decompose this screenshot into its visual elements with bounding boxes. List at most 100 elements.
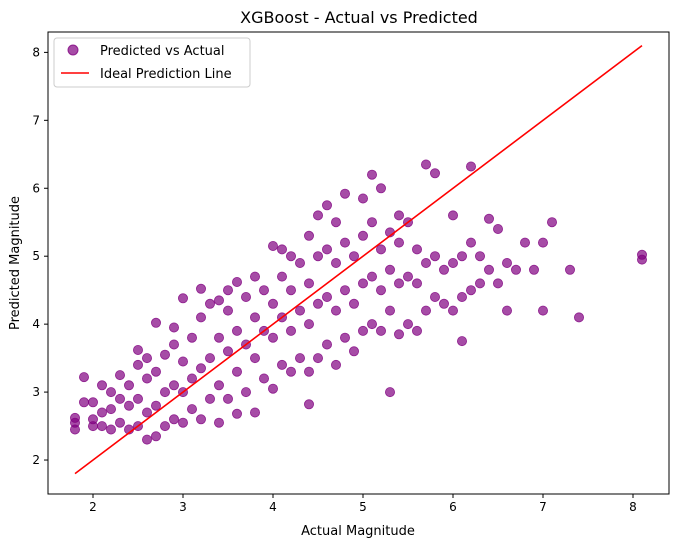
scatter-point-37 (168, 339, 179, 350)
legend-box (53, 37, 251, 88)
scatter-point-74 (258, 285, 269, 296)
scatter-point-135 (402, 271, 413, 282)
scatter-point-149 (447, 257, 458, 268)
scatter-point-55 (213, 332, 224, 343)
scatter-point-29 (150, 400, 161, 411)
scatter-point-42 (177, 293, 188, 304)
scatter-point-16 (115, 370, 126, 381)
x-tick-label-4: 6 (449, 500, 457, 514)
scatter-point-131 (393, 278, 404, 289)
scatter-point-128 (384, 264, 395, 275)
scatter-point-21 (132, 393, 143, 404)
scatter-point-121 (366, 169, 377, 180)
scatter-point-48 (195, 312, 206, 323)
scatter-point-57 (222, 393, 233, 404)
scatter-point-78 (267, 240, 278, 251)
x-tick-label-6: 8 (629, 500, 637, 514)
y-tick-label-6: 8 (32, 45, 40, 59)
scatter-point-97 (312, 251, 323, 262)
scatter-point-23 (132, 344, 143, 355)
scatter-point-165 (510, 264, 521, 275)
y-tick-label-3: 5 (32, 249, 40, 263)
scatter-point-6 (88, 414, 99, 425)
scatter-point-105 (330, 257, 341, 268)
scatter-point-11 (106, 424, 117, 435)
scatter-point-63 (231, 325, 242, 336)
ideal-prediction-line (74, 44, 643, 475)
scatter-point-12 (106, 404, 117, 415)
scatter-point-155 (465, 237, 476, 248)
x-tick-label-2: 4 (269, 500, 277, 514)
scatter-point-124 (375, 244, 386, 255)
scatter-point-152 (456, 291, 467, 302)
scatter-point-10 (97, 380, 108, 391)
scatter-point-166 (520, 237, 531, 248)
scatter-point-34 (159, 349, 170, 360)
scatter-point-96 (312, 298, 323, 309)
scatter-point-140 (420, 305, 431, 316)
scatter-point-67 (240, 291, 251, 302)
scatter-point-43 (186, 404, 197, 415)
scatter-point-116 (357, 230, 368, 241)
scatter-point-164 (501, 257, 512, 268)
scatter-point-81 (276, 271, 287, 282)
legend-label-line: Ideal Prediction Line (100, 67, 232, 82)
scatter-point-127 (384, 305, 395, 316)
y-tick-label-1: 3 (32, 385, 40, 399)
scatter-point-14 (115, 417, 126, 428)
scatter-point-153 (456, 251, 467, 262)
scatter-point-144 (429, 251, 440, 262)
scatter-point-134 (402, 319, 413, 330)
scatter-point-157 (474, 278, 485, 289)
scatter-point-141 (420, 257, 431, 268)
y-axis-ticks: 2 3 4 5 6 7 8 (32, 45, 48, 467)
scatter-point-106 (330, 217, 341, 228)
scatter-point-79 (276, 359, 287, 370)
scatter-point-28 (150, 431, 161, 442)
scatter-point-38 (168, 322, 179, 333)
scatter-point-2 (70, 412, 81, 423)
scatter-point-90 (303, 399, 314, 410)
y-axis-label: Predicted Magnitude (8, 196, 23, 330)
scatter-point-32 (159, 421, 170, 432)
scatter-point-13 (106, 387, 117, 398)
scatter-point-101 (321, 244, 332, 255)
scatter-point-19 (124, 380, 135, 391)
y-tick-label-0: 2 (32, 453, 40, 467)
scatter-point-158 (474, 251, 485, 262)
scatter-point-22 (132, 359, 143, 370)
scatter-point-147 (438, 264, 449, 275)
scatter-point-35 (168, 414, 179, 425)
scatter-point-64 (231, 276, 242, 287)
y-tick-label-2: 4 (32, 317, 40, 331)
scatter-point-24 (141, 434, 152, 445)
scatter-point-54 (213, 380, 224, 391)
y-tick-label-5: 7 (32, 113, 40, 127)
scatter-point-145 (429, 168, 440, 179)
scatter-point-95 (312, 353, 323, 364)
scatter-point-139 (411, 244, 422, 255)
scatter-point-45 (186, 332, 197, 343)
plot-frame (47, 31, 670, 495)
scatter-point-159 (483, 264, 494, 275)
scatter-point-148 (447, 305, 458, 316)
scatter-point-70 (249, 312, 260, 323)
scatter-point-56 (213, 295, 224, 306)
scatter-point-130 (393, 329, 404, 340)
scatter-point-68 (249, 407, 260, 418)
scatter-point-85 (285, 285, 296, 296)
scatter-point-9 (97, 407, 108, 418)
legend: Predicted vs Actual Ideal Prediction Lin… (53, 37, 251, 88)
x-axis-ticks: 2 3 4 5 6 7 8 (89, 494, 637, 514)
scatter-point-89 (294, 257, 305, 268)
scatter-point-115 (357, 278, 368, 289)
scatter-point-112 (348, 298, 359, 309)
scatter-point-3 (79, 397, 90, 408)
scatter-point-160 (483, 213, 494, 224)
scatter-point-26 (141, 373, 152, 384)
scatter-point-86 (285, 251, 296, 262)
x-tick-label-1: 3 (179, 500, 187, 514)
scatter-point-59 (222, 305, 233, 316)
scatter-point-172 (574, 312, 585, 323)
